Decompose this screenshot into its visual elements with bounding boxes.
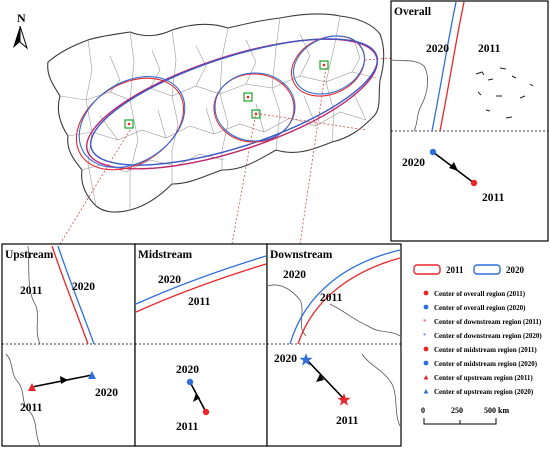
legend-item-midstream-2020: Center of midstream region (2020) <box>434 360 538 368</box>
scale-tick-250: 250 <box>451 406 463 415</box>
legend: 2011 2020 Center of overall region (2011… <box>413 264 542 396</box>
midstream-center-box <box>243 92 253 102</box>
legend-marker-overall-2020 <box>423 304 429 310</box>
midstream-center-2011-point <box>202 408 210 416</box>
panel-upstream-title: Upstream <box>5 249 54 261</box>
overall-ellipses <box>86 38 379 170</box>
legend-item-overall-2011: Center of overall region (2011) <box>434 290 526 298</box>
downstream-label-2020: 2020 <box>283 269 306 281</box>
panel-downstream-title: Downstream <box>270 249 333 261</box>
overall-inset-arc-2020 <box>431 1 457 132</box>
downstream-center-box <box>319 60 329 70</box>
midstream-move-label-2020: 2020 <box>176 364 199 376</box>
overall-label-2020: 2020 <box>426 43 449 55</box>
downstream-center-2020-point <box>299 353 313 366</box>
north-label: N <box>17 11 26 25</box>
legend-marker-midstream-2011 <box>423 346 429 352</box>
leader-lines <box>59 57 393 245</box>
legend-label-2020: 2020 <box>506 265 525 275</box>
legend-item-downstream-2011: Center of downstream region (2011) <box>434 318 542 326</box>
legend-marker-overall-2011 <box>423 290 429 296</box>
panel-overall: Overall 2020 2011 2020 2011 <box>390 0 549 242</box>
legend-marker-upstream-2020 <box>423 389 429 394</box>
main-map: N <box>13 11 393 245</box>
legend-marker-downstream-2011: * <box>423 318 427 326</box>
upstream-center-2011-point <box>28 383 36 391</box>
legend-marker-downstream-2020: * <box>423 332 427 340</box>
downstream-move-label-2011: 2011 <box>336 415 359 427</box>
midstream-ellipses <box>213 72 296 143</box>
legend-marker-upstream-2011 <box>423 375 429 380</box>
panel-overall-title: Overall <box>394 6 431 18</box>
overall-center-2011-point <box>470 179 478 187</box>
scale-bar: 0 250 500 km <box>421 406 509 425</box>
legend-swatch-2020 <box>473 264 501 275</box>
overall-move-label-2011: 2011 <box>482 192 505 204</box>
center-markers <box>124 60 329 129</box>
midstream-center-2020-point <box>186 378 194 386</box>
overall-inset-arc-2011 <box>439 1 465 132</box>
downstream-center-2011-point <box>337 393 351 406</box>
scale-tick-0: 0 <box>421 406 425 415</box>
legend-marker-midstream-2020 <box>423 360 429 366</box>
north-arrow: N <box>13 11 29 50</box>
midstream-ellipse-2011 <box>213 73 295 143</box>
upstream-ellipse-2020 <box>78 76 186 168</box>
legend-label-2011: 2011 <box>446 265 464 275</box>
scale-tick-500: 500 km <box>484 406 509 415</box>
upstream-ellipses <box>75 76 186 171</box>
legend-swatch-2011 <box>413 264 441 275</box>
upstream-center-2020-point <box>88 371 96 379</box>
upstream-ellipse-2011 <box>75 77 185 171</box>
upstream-center-box <box>124 119 134 129</box>
overall-center-2020-point <box>429 148 437 156</box>
upstream-label-2020: 2020 <box>72 281 95 293</box>
overall-ellipse-2020 <box>89 38 379 166</box>
downstream-label-2011: 2011 <box>320 292 343 304</box>
legend-item-overall-2020: Center of overall region (2020) <box>434 304 526 312</box>
panel-midstream-title: Midstream <box>138 249 193 261</box>
downstream-ellipses <box>291 35 365 97</box>
panel-upstream: Upstream 2011 2020 2011 2020 <box>1 243 136 447</box>
legend-item-midstream-2011: Center of midstream region (2011) <box>434 346 537 354</box>
panel-midstream: Midstream 2020 2011 2020 2011 <box>134 243 268 447</box>
legend-item-upstream-2011: Center of upstream region (2011) <box>434 374 533 382</box>
midstream-ellipse-2020 <box>214 72 296 142</box>
upstream-move-label-2011: 2011 <box>20 402 43 414</box>
midstream-move-label-2011: 2011 <box>176 421 199 433</box>
midstream-label-2020: 2020 <box>158 274 181 286</box>
downstream-move-label-2020: 2020 <box>274 353 297 365</box>
upstream-label-2011: 2011 <box>20 285 43 297</box>
legend-item-upstream-2020: Center of upstream region (2020) <box>434 388 534 396</box>
midstream-label-2011: 2011 <box>188 296 211 308</box>
legend-item-downstream-2020: Center of downstream region (2020) <box>434 332 542 340</box>
overall-move-label-2020: 2020 <box>402 157 425 169</box>
overall-label-2011: 2011 <box>478 43 501 55</box>
downstream-ellipse-2020 <box>293 35 365 95</box>
panel-downstream: Downstream 2020 2011 2020 2011 <box>266 243 402 447</box>
upstream-move-label-2020: 2020 <box>95 387 118 399</box>
